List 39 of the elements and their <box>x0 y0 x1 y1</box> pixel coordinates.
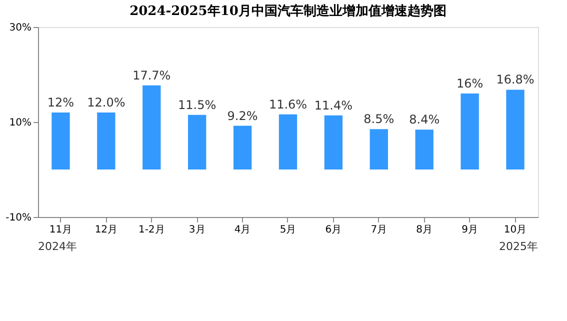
data-label: 11.4% <box>314 98 353 112</box>
x-tick-label: 5月 <box>280 224 296 236</box>
data-label: 16.8% <box>496 72 534 87</box>
x-tick-label: 6月 <box>325 224 342 236</box>
bar <box>324 115 343 170</box>
y-tick-label: 10% <box>9 118 32 128</box>
bar <box>188 114 206 170</box>
data-label: 8.5% <box>364 112 394 126</box>
x-tick-label: 10月 <box>504 224 527 236</box>
data-label: 17.7% <box>132 68 171 82</box>
data-label: 9.2% <box>227 108 258 123</box>
data-label: 8.4% <box>409 112 440 127</box>
data-label: 11.6% <box>268 97 308 112</box>
data-label: 12.0% <box>87 96 126 110</box>
x-tick-label: 12月 <box>94 224 118 236</box>
bar <box>506 90 524 170</box>
x-tick-label: 4月 <box>234 224 251 236</box>
data-label: 11.5% <box>178 98 216 112</box>
x-tick-label: 7月 <box>370 224 388 236</box>
chart-title: 2024-2025年10月中国汽车制造业增加值增速趋势图 <box>130 3 446 19</box>
x-tick-label: 1-2月 <box>138 224 165 236</box>
bar <box>97 112 116 170</box>
bar <box>52 112 70 170</box>
x-tick-label: 9月 <box>462 224 478 236</box>
bar <box>278 114 298 170</box>
data-label: 12% <box>47 96 74 110</box>
bar <box>370 129 388 170</box>
bar <box>460 94 479 170</box>
bar <box>415 130 434 170</box>
bar <box>142 85 161 170</box>
text: 2024年 <box>38 240 77 253</box>
data-label: 16% <box>456 76 484 90</box>
bar <box>233 126 252 170</box>
y-tick-label: 30% <box>9 22 32 34</box>
x-tick-label: 3月 <box>188 224 206 236</box>
text: 2025年 <box>499 240 538 253</box>
y-tick-label: -10% <box>6 212 32 224</box>
x-tick-label: 11月 <box>49 224 72 236</box>
x-tick-label: 8月 <box>416 224 433 236</box>
